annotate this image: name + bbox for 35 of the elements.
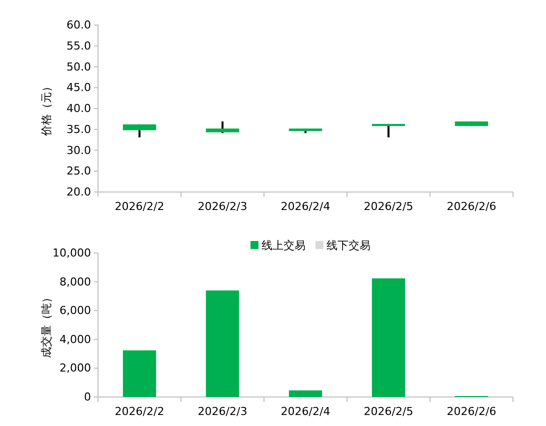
x-tick-label: 2026/2/3 [198, 404, 248, 418]
y-axis-title: 价格（元） [40, 81, 53, 137]
y-tick-label: 55.0 [66, 39, 91, 52]
y-tick-label: 30.0 [66, 144, 91, 157]
y-tick-label: 60.0 [66, 18, 91, 32]
x-tick-label: 2026/2/4 [280, 200, 330, 213]
legend-label: 线下交易 [326, 239, 370, 252]
bar [122, 350, 156, 397]
y-axis-title: 成交量（吨） [40, 292, 53, 358]
y-tick-label: 8,000 [60, 275, 91, 288]
y-tick-label: 4,000 [60, 332, 91, 346]
x-tick-label: 2026/2/5 [364, 200, 414, 213]
x-tick-label: 2026/2/6 [446, 200, 496, 213]
bar [372, 278, 406, 397]
y-tick-label: 35.0 [66, 122, 91, 136]
y-tick-label: 2,000 [60, 362, 91, 375]
x-tick-label: 2026/2/2 [114, 200, 164, 213]
bar [206, 290, 240, 397]
y-tick-label: 6,000 [60, 304, 91, 318]
x-tick-label: 2026/2/3 [198, 200, 248, 213]
y-tick-label: 50.0 [66, 60, 91, 74]
y-tick-label: 25.0 [66, 164, 91, 178]
y-tick-label: 10,000 [52, 246, 91, 260]
x-tick-label: 2026/2/5 [364, 404, 414, 418]
x-tick-label: 2026/2/4 [280, 404, 330, 418]
y-tick-label: 45.0 [66, 81, 91, 94]
x-tick-label: 2026/2/2 [114, 404, 164, 418]
legend-label: 线上交易 [262, 239, 306, 252]
x-tick-label: 2026/2/6 [446, 404, 496, 418]
y-tick-label: 40.0 [66, 102, 91, 116]
y-tick-label: 0 [84, 390, 91, 404]
bar [288, 390, 322, 397]
candlestick [206, 120, 240, 134]
y-tick-label: 20.0 [66, 186, 91, 199]
candlestick [372, 122, 406, 138]
